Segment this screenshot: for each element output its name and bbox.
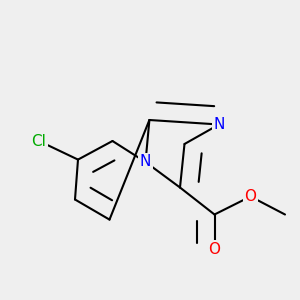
- Text: O: O: [208, 242, 220, 256]
- Text: N: N: [213, 117, 225, 132]
- Text: Cl: Cl: [32, 134, 46, 148]
- Text: O: O: [244, 189, 256, 204]
- Text: N: N: [140, 154, 151, 169]
